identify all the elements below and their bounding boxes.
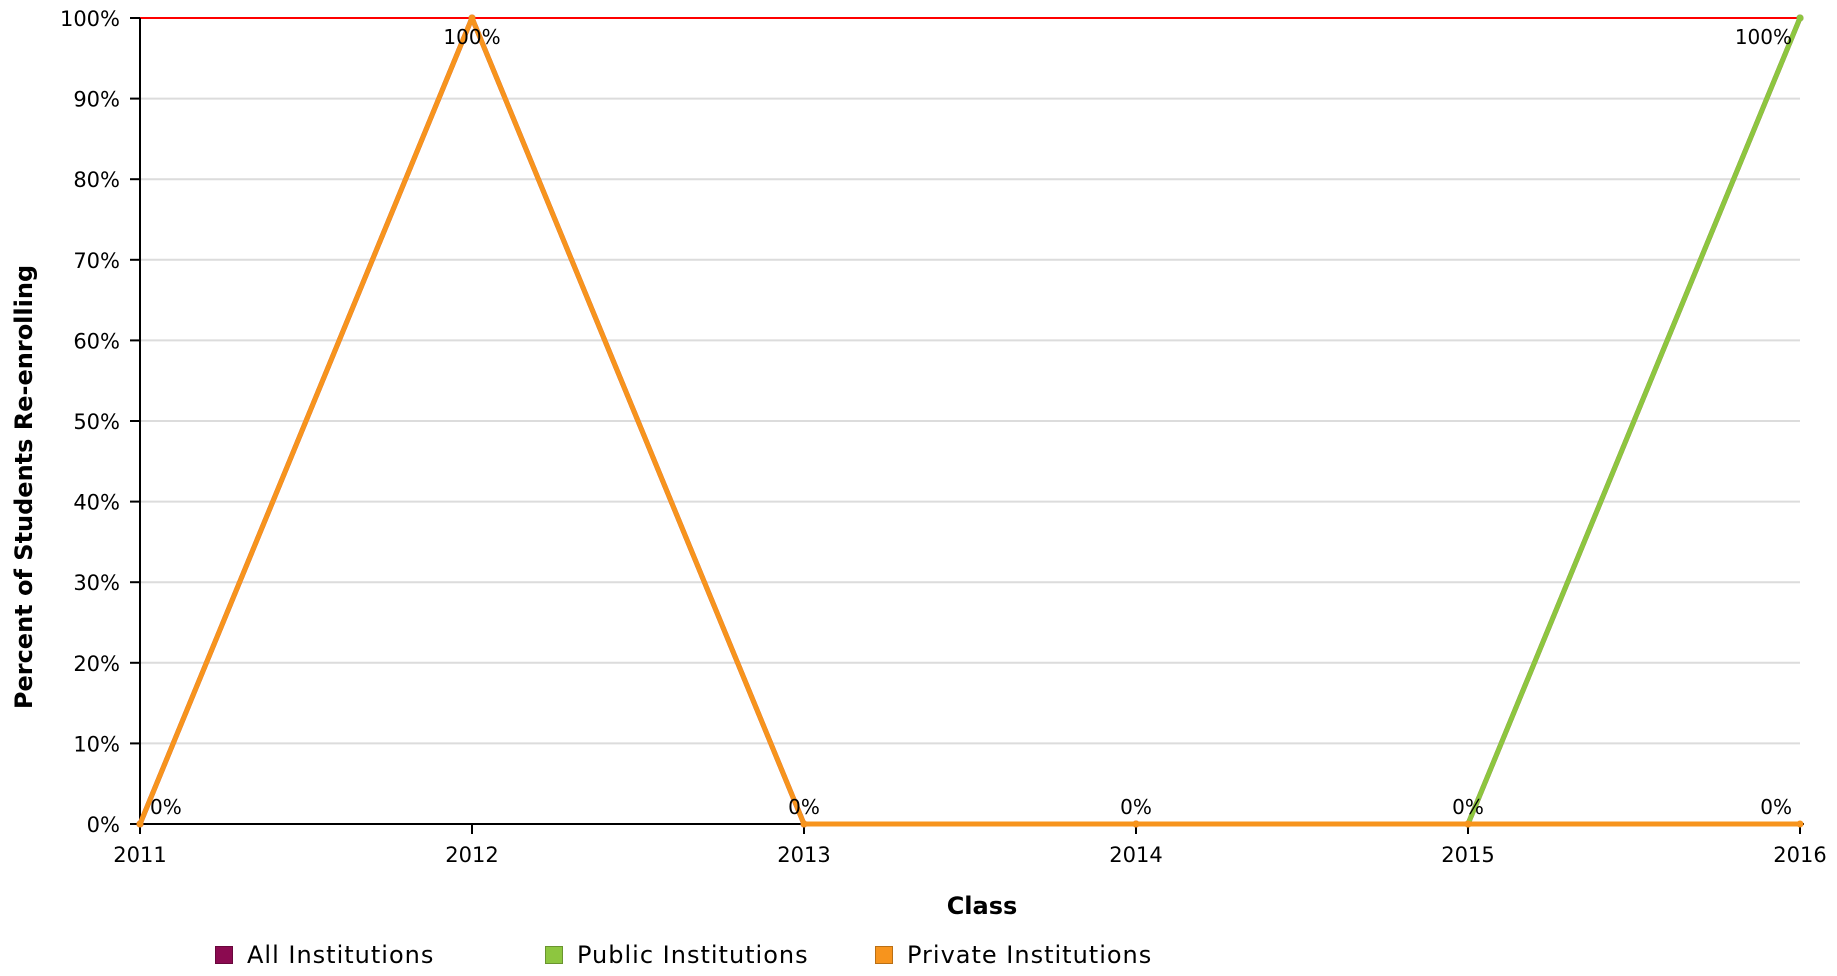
y-axis-title: Percent of Students Re-enrolling [10, 265, 38, 709]
legend-swatch [545, 946, 563, 964]
series-point [468, 14, 476, 22]
y-tick-label: 10% [73, 732, 120, 756]
y-tick-label: 40% [73, 491, 120, 515]
y-tick-label: 80% [73, 168, 120, 192]
legend-item[interactable]: Private Institutions [875, 940, 1152, 970]
y-tick-label: 90% [73, 88, 120, 112]
data-label: 0% [1760, 795, 1792, 819]
legend-label: All Institutions [247, 941, 435, 969]
series-point [1796, 820, 1804, 828]
data-label: 100% [1735, 25, 1792, 49]
y-tick-label: 30% [73, 571, 120, 595]
series-lines [136, 14, 1804, 828]
y-tick-label: 60% [73, 329, 120, 353]
legend-label: Public Institutions [577, 941, 809, 969]
x-axis-title: Class [947, 892, 1018, 920]
x-tick-label: 2016 [1773, 843, 1826, 867]
axes: 0% 10% 20% 30% 40% 50% 60% 70% 80% 90% 100% 2011 201… [60, 7, 1827, 867]
series-point [800, 820, 808, 828]
legend-item[interactable]: All Institutions [215, 940, 434, 970]
series-point [1132, 820, 1140, 828]
series-line [1465, 15, 1803, 827]
y-tick-label: 0% [87, 813, 120, 837]
y-tick-label: 70% [73, 249, 120, 273]
series-line [137, 15, 1803, 827]
x-tick-label: 2014 [1109, 843, 1162, 867]
data-label: 0% [788, 795, 820, 819]
series-point [1796, 14, 1804, 22]
legend-swatch [215, 946, 233, 964]
data-labels: 0% 100% 0% 0% 0% 100% 0% [150, 25, 1792, 819]
legend-label: Private Institutions [907, 941, 1153, 969]
x-tick-label: 2011 [113, 843, 166, 867]
legend-item[interactable]: Public Institutions [545, 940, 809, 970]
chart-legend: All Institutions Public Institutions Priva… [0, 940, 1837, 970]
x-tick-label: 2013 [777, 843, 830, 867]
x-tick-label: 2015 [1441, 843, 1494, 867]
legend-swatch [875, 946, 893, 964]
data-label: 100% [443, 25, 500, 49]
y-tick-label: 50% [73, 410, 120, 434]
data-label: 0% [1120, 795, 1152, 819]
y-tick-label: 20% [73, 652, 120, 676]
series-point [1464, 820, 1472, 828]
gridlines [140, 17, 1800, 745]
data-label: 0% [150, 795, 182, 819]
y-tick-label: 100% [60, 7, 120, 31]
x-tick-label: 2012 [445, 843, 498, 867]
data-label: 0% [1452, 795, 1484, 819]
series-point [136, 820, 144, 828]
